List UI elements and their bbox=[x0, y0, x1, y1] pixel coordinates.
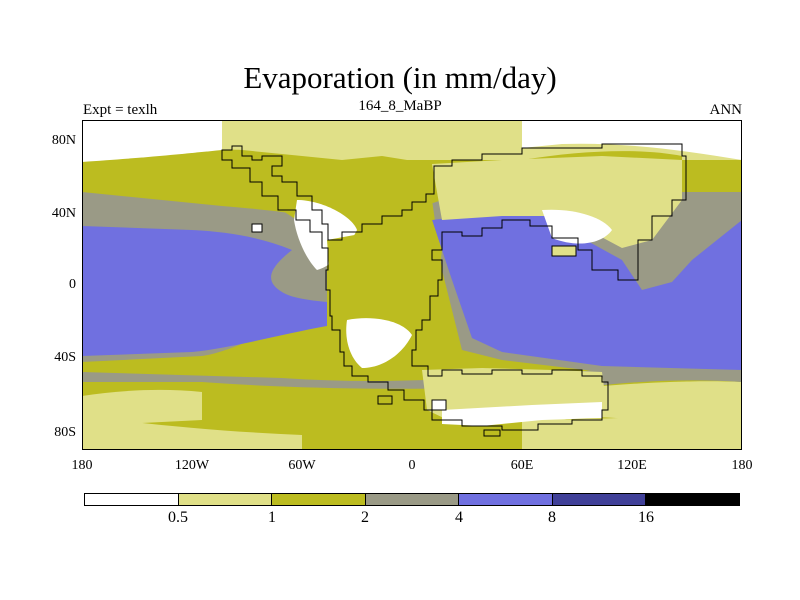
arctic-white-west bbox=[82, 120, 222, 162]
colorbar-segment bbox=[646, 494, 740, 505]
experiment-label: Expt = texlh bbox=[83, 102, 158, 118]
arctic-white-east bbox=[522, 120, 742, 160]
lon-label-120e: 120E bbox=[617, 458, 647, 473]
island-west bbox=[251, 223, 263, 233]
colorbar-segment bbox=[85, 494, 179, 505]
colorbar-segment bbox=[365, 494, 460, 505]
laurasia-east-land bbox=[432, 156, 682, 248]
lat-label-0: 0 bbox=[69, 277, 76, 292]
lat-label-80s: 80S bbox=[54, 425, 76, 440]
lat-label-40s: 40S bbox=[54, 350, 76, 365]
lat-label-80n: 80N bbox=[51, 133, 76, 148]
colorbar-segment bbox=[552, 494, 647, 505]
south-indian-pale-band bbox=[582, 381, 742, 421]
laurasia-west-land bbox=[232, 156, 442, 250]
colorbar-segment bbox=[272, 494, 366, 505]
tethys-evaporation-high bbox=[432, 212, 742, 370]
map-title: Evaporation (in mm/day) bbox=[243, 60, 557, 95]
lat-label-40n: 40N bbox=[51, 206, 76, 221]
continental-coastline bbox=[221, 143, 687, 431]
lon-label-120w: 120W bbox=[174, 458, 210, 473]
lon-label-60e: 60E bbox=[510, 458, 534, 473]
colorbar-label-2: 2 bbox=[361, 509, 369, 526]
polar-white-patch bbox=[442, 402, 602, 426]
colorbar bbox=[84, 493, 740, 506]
antarctic-pale-west bbox=[82, 416, 302, 450]
colorbar-label-4: 4 bbox=[455, 509, 463, 526]
period-label: 164_8_MaBP bbox=[358, 98, 442, 114]
colorbar-label-1: 1 bbox=[268, 509, 276, 526]
lon-label-0: 0 bbox=[408, 458, 416, 473]
antarctic-pale-east bbox=[522, 412, 742, 450]
lon-label-180e: 180 bbox=[731, 458, 753, 473]
evaporation-map bbox=[82, 120, 742, 450]
island-east bbox=[551, 245, 577, 257]
island-southwest bbox=[377, 395, 393, 405]
island-far-south bbox=[483, 429, 501, 437]
colorbar-segment bbox=[459, 494, 553, 505]
lon-label-60w: 60W bbox=[288, 458, 316, 473]
laurasia-east-arid bbox=[542, 209, 612, 244]
colorbar-label-0-5: 0.5 bbox=[168, 509, 188, 526]
colorbar-label-16: 16 bbox=[638, 509, 654, 526]
island-south bbox=[431, 399, 447, 411]
colorbar-label-8: 8 bbox=[548, 509, 556, 526]
pacific-evaporation-high bbox=[82, 226, 327, 356]
south-pacific-pale-band bbox=[82, 389, 202, 426]
season-label: ANN bbox=[709, 102, 743, 118]
lon-label-180w: 180 bbox=[71, 458, 93, 473]
gondwana-arid bbox=[346, 318, 412, 368]
colorbar-segment bbox=[178, 494, 273, 505]
